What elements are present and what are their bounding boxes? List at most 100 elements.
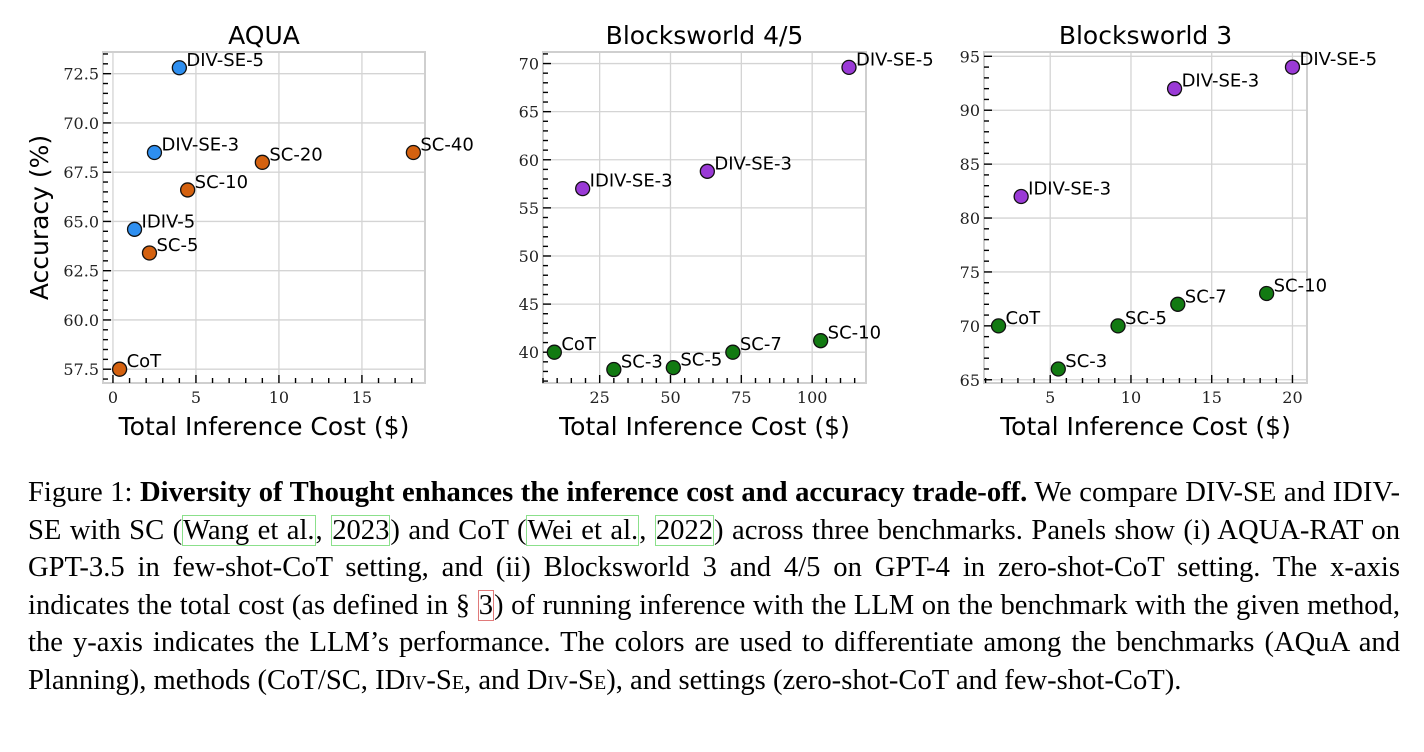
chart-title: AQUA bbox=[228, 21, 300, 50]
data-point bbox=[1258, 285, 1275, 302]
section-ref-link[interactable]: 3 bbox=[477, 589, 494, 621]
y-tick-label: 40 bbox=[519, 343, 539, 362]
data-point-label: SC-5 bbox=[1125, 308, 1167, 329]
data-point bbox=[179, 182, 196, 198]
y-tick-label: 80 bbox=[960, 209, 980, 228]
panel-blocksworld-4-5: 25 50 75 100 40 45 50 55 60 65 70 Blocksworld 4/5 To… bbox=[519, 21, 934, 441]
data-point bbox=[546, 344, 562, 360]
data-point-label: SC-5 bbox=[680, 350, 722, 371]
x-axis-label: Total Inference Cost ($) bbox=[999, 412, 1291, 441]
y-axis-label: Accuracy (%) bbox=[25, 135, 54, 300]
y-tick-label: 75 bbox=[960, 263, 980, 282]
caption-text: ) of running inference with the LLM on t… bbox=[28, 589, 1401, 696]
data-point-label: DIV-SE-3 bbox=[1182, 71, 1260, 92]
data-point bbox=[126, 221, 143, 237]
chart-title: Blocksworld 3 bbox=[1059, 21, 1232, 50]
y-tick-label: 65 bbox=[519, 103, 539, 122]
data-point-label: SC-3 bbox=[621, 352, 663, 373]
citation-link-wei-author[interactable]: Wei et al. bbox=[526, 514, 640, 546]
x-tick-label: 15 bbox=[352, 388, 372, 407]
data-point-label: CoT bbox=[561, 334, 597, 355]
caption-text: ) and CoT ( bbox=[390, 514, 527, 546]
citation-link-wei-year[interactable]: 2022 bbox=[654, 514, 715, 546]
caption-text: , and bbox=[464, 664, 527, 696]
data-point bbox=[146, 144, 163, 161]
panel-aqua: 0 5 10 15 57.5 60.0 62.5 65.0 67.5 70.0 72.5 AQUA To… bbox=[25, 21, 474, 441]
x-tick-label: 100 bbox=[797, 388, 828, 407]
data-point-label: IDIV-SE-3 bbox=[590, 171, 673, 192]
data-point-label: SC-20 bbox=[269, 144, 322, 165]
data-point-label: SC-7 bbox=[1185, 286, 1227, 307]
caption-text: We compare DIV-SE and IDIV-SE with SC ( bbox=[28, 477, 1400, 546]
data-point bbox=[171, 60, 188, 76]
data-point-label: DIV-SE-3 bbox=[161, 134, 239, 155]
x-tick-label: 5 bbox=[191, 388, 201, 407]
y-tick-label: 95 bbox=[960, 47, 980, 66]
data-point-label: IDIV-SE-3 bbox=[1028, 178, 1111, 199]
y-tick-label: 65 bbox=[960, 371, 980, 390]
data-point bbox=[1013, 188, 1029, 205]
data-point-label: CoT bbox=[127, 351, 163, 372]
data-point bbox=[141, 245, 158, 261]
caption-bold-title: Diversity of Thought enhances the infere… bbox=[140, 477, 1028, 508]
data-point-label: IDIV-5 bbox=[142, 211, 196, 232]
y-tick-label: 72.5 bbox=[63, 65, 99, 84]
axes-frame bbox=[102, 51, 426, 384]
data-point-label: SC-40 bbox=[420, 134, 473, 155]
x-tick-label: 5 bbox=[1045, 388, 1055, 407]
x-tick-label: 25 bbox=[589, 388, 609, 407]
citation-link-wang-year[interactable]: 2023 bbox=[331, 514, 391, 546]
x-tick-label: 50 bbox=[660, 388, 680, 407]
data-point bbox=[725, 344, 741, 360]
caption-smallcaps: Div-Se bbox=[384, 664, 465, 696]
figure-caption: Figure 1: Diversity of Thought enhances … bbox=[28, 477, 1401, 696]
x-tick-label: 10 bbox=[1121, 388, 1141, 407]
x-tick-label: 15 bbox=[1202, 388, 1222, 407]
y-tick-label: 67.5 bbox=[63, 163, 99, 182]
data-point bbox=[1050, 361, 1066, 377]
data-point-label: SC-10 bbox=[195, 172, 248, 193]
data-point-label: SC-10 bbox=[828, 323, 881, 344]
x-axis-label: Total Inference Cost ($) bbox=[118, 412, 410, 441]
data-point bbox=[111, 361, 128, 377]
y-tick-label: 65.0 bbox=[63, 212, 99, 231]
data-point bbox=[1166, 81, 1183, 97]
data-point bbox=[1110, 318, 1126, 334]
data-point-label: DIV-SE-3 bbox=[714, 153, 792, 174]
y-tick-label: 50 bbox=[519, 247, 539, 266]
data-point bbox=[990, 318, 1007, 334]
data-point bbox=[1284, 59, 1301, 75]
data-point-label: DIV-SE-5 bbox=[1299, 49, 1377, 70]
y-tick-label: 57.5 bbox=[63, 360, 99, 379]
data-point bbox=[665, 359, 681, 376]
chart-title: Blocksworld 4/5 bbox=[606, 21, 804, 50]
x-tick-label: 20 bbox=[1282, 388, 1302, 407]
caption-text: ), and settings (zero-shot-CoT and few-s… bbox=[606, 664, 1182, 696]
y-tick-label: 60 bbox=[519, 151, 539, 170]
caption-text: ) across three benchmarks. Panels show (… bbox=[28, 514, 1401, 621]
data-point bbox=[254, 154, 270, 170]
data-point-label: SC-10 bbox=[1274, 276, 1327, 297]
y-tick-label: 85 bbox=[960, 155, 980, 174]
data-point bbox=[841, 59, 857, 76]
y-tick-label: 60.0 bbox=[63, 311, 99, 330]
data-point-label: SC-5 bbox=[156, 235, 198, 256]
data-point-label: DIV-SE-5 bbox=[186, 50, 264, 71]
y-tick-label: 70 bbox=[519, 55, 539, 74]
citation-link-wang-author[interactable]: Wang et al. bbox=[182, 514, 316, 546]
y-tick-label: 62.5 bbox=[63, 262, 99, 281]
caption-smallcaps: Div-Se bbox=[526, 664, 607, 696]
y-tick-label: 45 bbox=[519, 295, 539, 314]
data-point bbox=[813, 333, 829, 349]
figure-panels: 0 5 10 15 57.5 60.0 62.5 65.0 67.5 70.0 72.5 AQUA To… bbox=[25, 21, 1377, 441]
x-tick-label: 10 bbox=[269, 388, 289, 407]
data-point-label: SC-7 bbox=[740, 334, 782, 355]
data-point-label: SC-3 bbox=[1065, 351, 1107, 372]
data-point-label: CoT bbox=[1006, 308, 1042, 329]
panel-blocksworld-3: 5 10 15 20 65 70 75 80 85 90 95 Blocksworld 3 Total … bbox=[960, 21, 1377, 441]
figure-label: Figure 1: bbox=[28, 477, 133, 508]
y-tick-label: 70.0 bbox=[63, 114, 99, 133]
y-tick-label: 55 bbox=[519, 199, 539, 218]
data-point bbox=[1170, 296, 1186, 312]
data-point bbox=[606, 361, 622, 378]
